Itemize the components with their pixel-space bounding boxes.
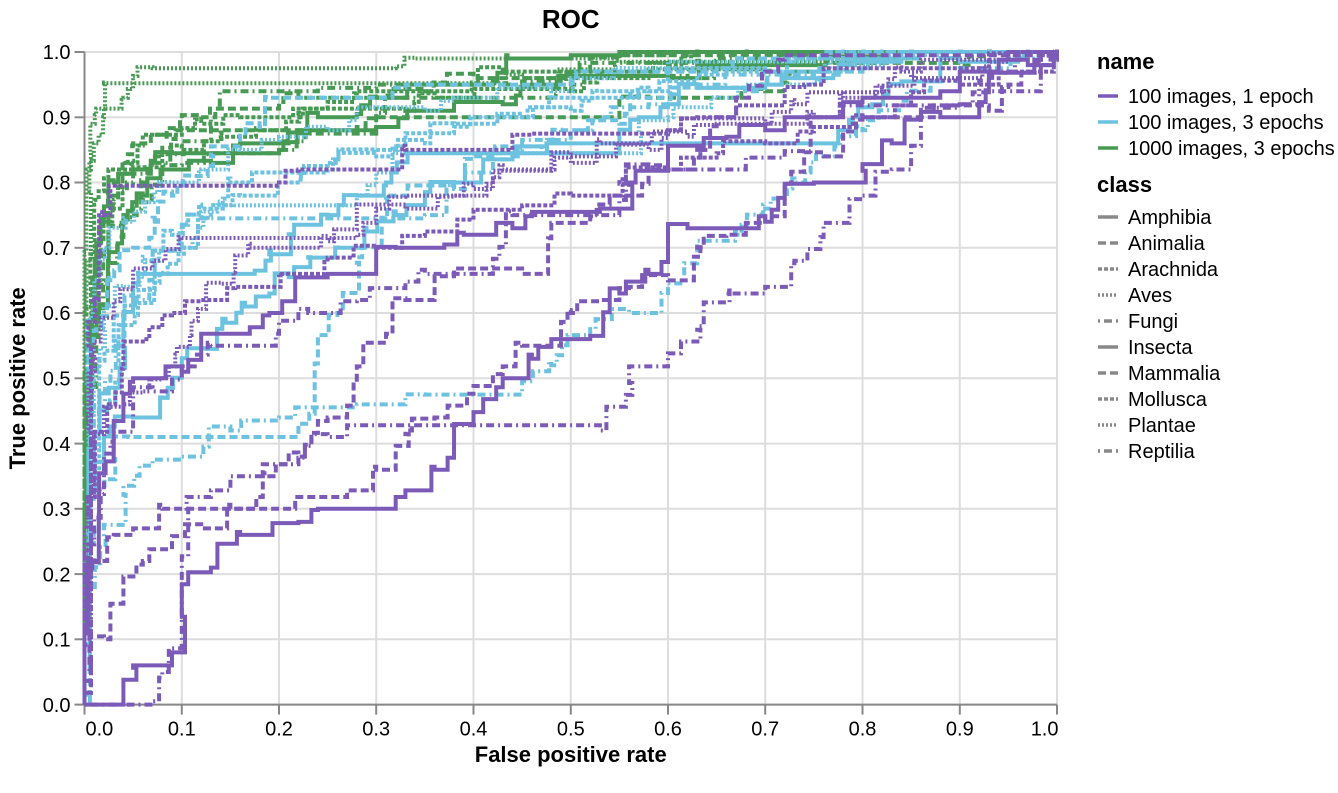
svg-text:1.0: 1.0 [43,42,71,64]
svg-text:0.9: 0.9 [946,719,974,741]
svg-text:Aves: Aves [1128,285,1172,307]
svg-text:0.6: 0.6 [654,719,682,741]
svg-text:100 images, 3 epochs: 100 images, 3 epochs [1128,112,1324,134]
svg-text:False positive rate: False positive rate [475,742,667,767]
svg-text:1000 images, 3 epochs: 1000 images, 3 epochs [1128,138,1335,160]
svg-text:Plantae: Plantae [1128,415,1196,437]
svg-text:name: name [1097,49,1154,74]
svg-text:Reptilia: Reptilia [1128,441,1196,463]
svg-text:Insecta: Insecta [1128,337,1193,359]
svg-text:0.6: 0.6 [43,303,71,325]
svg-text:0.3: 0.3 [362,719,390,741]
svg-text:0.0: 0.0 [43,695,71,717]
svg-text:Amphibia: Amphibia [1128,207,1212,229]
svg-text:0.1: 0.1 [168,719,196,741]
svg-text:0.3: 0.3 [43,499,71,521]
svg-text:0.2: 0.2 [43,564,71,586]
svg-text:Fungi: Fungi [1128,311,1178,333]
svg-text:0.1: 0.1 [43,630,71,652]
svg-text:0.8: 0.8 [849,719,877,741]
svg-text:0.8: 0.8 [43,173,71,195]
svg-text:Mollusca: Mollusca [1128,389,1208,411]
svg-text:0.5: 0.5 [557,719,585,741]
svg-text:0.4: 0.4 [460,719,488,741]
svg-text:0.4: 0.4 [43,434,71,456]
svg-text:0.7: 0.7 [43,238,71,260]
svg-text:Arachnida: Arachnida [1128,259,1219,281]
svg-text:1.0: 1.0 [1031,719,1059,741]
svg-text:class: class [1097,172,1152,197]
svg-text:Animalia: Animalia [1128,233,1206,255]
svg-text:0.0: 0.0 [86,719,114,741]
svg-text:0.2: 0.2 [265,719,293,741]
svg-text:ROC: ROC [542,4,600,34]
svg-text:0.5: 0.5 [43,369,71,391]
svg-text:100 images, 1 epoch: 100 images, 1 epoch [1128,86,1314,108]
svg-text:0.9: 0.9 [43,108,71,130]
svg-text:True positive rate: True positive rate [5,287,30,469]
svg-text:Mammalia: Mammalia [1128,363,1221,385]
svg-text:0.7: 0.7 [751,719,779,741]
